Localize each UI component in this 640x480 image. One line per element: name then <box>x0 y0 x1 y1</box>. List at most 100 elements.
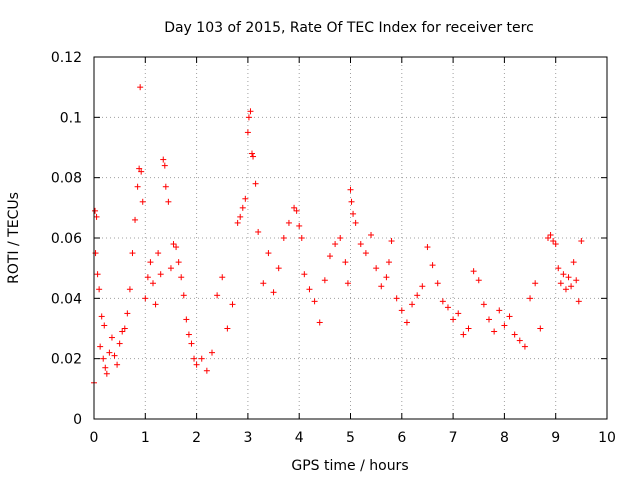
x-tick-label: 9 <box>551 430 560 446</box>
data-point <box>245 114 252 121</box>
data-point <box>332 241 339 248</box>
data-point <box>188 340 195 347</box>
data-point <box>242 195 249 202</box>
data-point <box>152 301 159 308</box>
y-tick-label: 0.06 <box>51 231 82 247</box>
data-point <box>124 310 131 317</box>
data-point <box>311 298 318 305</box>
data-point <box>480 301 487 308</box>
x-tick-label: 1 <box>141 430 150 446</box>
data-point <box>102 364 109 371</box>
data-point <box>293 207 300 214</box>
data-point <box>239 204 246 211</box>
x-tick-label: 4 <box>295 430 304 446</box>
data-point <box>191 355 198 362</box>
data-point <box>234 219 241 226</box>
data-point <box>291 204 298 211</box>
y-tick-label: 0.04 <box>51 291 82 307</box>
data-point <box>275 265 282 272</box>
data-point <box>183 316 190 323</box>
data-point <box>511 331 518 338</box>
x-axis-label: GPS time / hours <box>291 458 408 474</box>
data-point <box>521 343 528 350</box>
data-point <box>455 310 462 317</box>
data-point <box>573 277 580 284</box>
data-point <box>496 307 503 314</box>
data-point <box>165 198 172 205</box>
data-points-layer <box>91 84 585 386</box>
data-point <box>578 238 585 245</box>
data-point <box>409 301 416 308</box>
data-point <box>560 271 567 278</box>
data-point <box>142 295 149 302</box>
x-tick-label: 6 <box>397 430 406 446</box>
y-tick-label: 0 <box>73 412 82 428</box>
data-point <box>214 292 221 299</box>
data-point <box>568 283 575 290</box>
data-point <box>250 153 257 160</box>
data-point <box>94 271 101 278</box>
grid-layer <box>94 57 607 419</box>
data-point <box>347 186 354 193</box>
data-point <box>388 238 395 245</box>
data-point <box>157 271 164 278</box>
data-point <box>252 180 259 187</box>
data-point <box>357 241 364 248</box>
data-point <box>224 325 231 332</box>
data-point <box>465 325 472 332</box>
data-point <box>298 235 305 241</box>
data-point <box>101 322 108 329</box>
data-point <box>173 244 180 251</box>
data-point <box>501 322 508 329</box>
data-point <box>247 108 254 115</box>
data-point <box>475 277 482 284</box>
data-point <box>175 259 182 266</box>
data-point <box>383 274 390 281</box>
data-point <box>161 162 168 169</box>
data-point <box>352 219 359 226</box>
chart-title: Day 103 of 2015, Rate Of TEC Index for r… <box>164 20 534 36</box>
data-point <box>203 367 210 374</box>
data-point <box>373 265 380 272</box>
data-point <box>180 292 187 299</box>
data-point <box>506 313 513 320</box>
data-point <box>342 259 349 266</box>
x-tick-label: 0 <box>90 430 99 446</box>
data-point <box>547 231 554 238</box>
data-point <box>326 253 333 260</box>
data-point <box>348 198 355 205</box>
data-point <box>378 283 385 290</box>
data-point <box>350 210 357 217</box>
data-point <box>100 355 107 362</box>
data-point <box>229 301 236 308</box>
data-point <box>170 241 177 248</box>
data-point <box>450 316 457 323</box>
data-point <box>280 235 287 241</box>
data-point <box>185 331 192 338</box>
data-point <box>160 156 167 163</box>
data-point <box>285 219 292 226</box>
data-point <box>193 361 200 368</box>
data-point <box>138 168 145 175</box>
data-point <box>114 361 121 368</box>
data-point <box>516 337 523 344</box>
data-point <box>96 286 103 293</box>
data-point <box>444 304 451 311</box>
data-point <box>316 319 323 326</box>
data-point <box>403 319 410 326</box>
data-point <box>265 250 272 257</box>
data-point <box>552 241 559 248</box>
data-point <box>545 235 552 241</box>
data-point <box>537 325 544 332</box>
data-point <box>321 277 328 284</box>
data-point <box>562 286 569 293</box>
data-point <box>368 231 375 238</box>
data-point <box>237 213 244 220</box>
x-tick-label: 8 <box>500 430 509 446</box>
data-point <box>393 295 400 302</box>
data-point <box>129 250 136 257</box>
data-point <box>565 274 572 281</box>
data-point <box>98 313 105 320</box>
y-axis-label: ROTI / TECUs <box>6 192 22 284</box>
